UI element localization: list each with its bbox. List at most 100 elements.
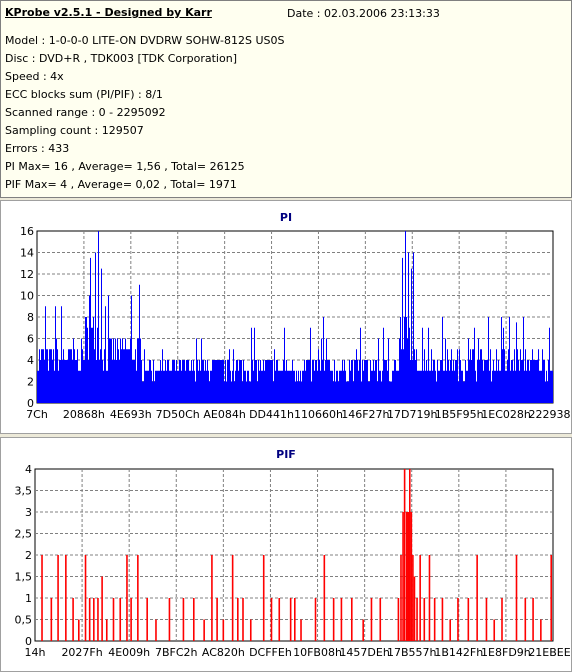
pi-bar bbox=[198, 370, 199, 403]
pi-bar bbox=[46, 349, 47, 403]
pi-bar bbox=[283, 360, 284, 403]
pi-bar bbox=[379, 370, 380, 403]
pi-bar bbox=[411, 268, 412, 403]
info-pi-stats: PI Max= 16 , Average= 1,56 , Total= 2612… bbox=[5, 160, 245, 173]
pi-bar bbox=[296, 370, 297, 403]
pi-bar bbox=[480, 349, 481, 403]
pi-bar bbox=[349, 360, 350, 403]
pi-bar bbox=[243, 360, 244, 403]
pif-bar bbox=[216, 598, 218, 641]
pi-bar bbox=[551, 370, 552, 403]
pi-bar bbox=[400, 317, 401, 403]
pif-bar bbox=[403, 469, 406, 641]
pif-bar bbox=[294, 598, 296, 641]
pi-bar bbox=[226, 381, 227, 403]
pi-bar bbox=[505, 370, 506, 403]
pi-bar bbox=[539, 370, 540, 403]
pi-bar bbox=[541, 370, 542, 403]
pi-bar bbox=[364, 360, 365, 403]
pi-bar bbox=[238, 370, 239, 403]
pi-bar bbox=[208, 370, 209, 403]
pif-bar bbox=[97, 598, 99, 641]
pi-bar bbox=[475, 370, 476, 403]
pif-bar bbox=[101, 576, 103, 641]
pi-bar bbox=[98, 231, 99, 403]
pi-bar bbox=[447, 349, 448, 403]
pi-bar bbox=[436, 381, 437, 403]
pif-bar bbox=[231, 555, 234, 641]
pi-bar bbox=[87, 327, 88, 403]
pi-bar bbox=[114, 360, 115, 403]
pi-bar bbox=[179, 360, 180, 403]
pi-bar bbox=[127, 349, 128, 403]
pi-bar bbox=[265, 360, 266, 403]
pi-bar bbox=[279, 370, 280, 403]
pi-bar bbox=[63, 349, 64, 403]
pif-chart-panel: PIF 0 0,5 1 1,5 2 2,5 3 3,5 4 14h 2027Fh 4E009h 7BFC… bbox=[0, 437, 572, 672]
pi-bar bbox=[527, 360, 528, 403]
pi-bar bbox=[329, 360, 330, 403]
pi-bar bbox=[188, 360, 189, 403]
pi-bar bbox=[245, 370, 246, 403]
pi-bar bbox=[215, 360, 216, 403]
pi-bar bbox=[384, 360, 385, 403]
pi-bar bbox=[156, 370, 157, 403]
pi-bar bbox=[137, 338, 138, 403]
pi-bar bbox=[459, 349, 460, 403]
pi-bar bbox=[108, 295, 109, 403]
pi-bar bbox=[74, 349, 75, 403]
pi-bar bbox=[493, 360, 494, 403]
pi-chart-panel: PI 0 2 4 6 8 10 12 14 16 7Ch 20868h 4E693h 7D50Ch AE0… bbox=[0, 200, 572, 434]
pi-bar bbox=[276, 360, 277, 403]
pif-x-tick-label: 10FB08h bbox=[293, 646, 342, 659]
pi-bar bbox=[548, 360, 549, 403]
pif-bar bbox=[449, 619, 451, 641]
pif-x-tick-label: 1457DEh bbox=[339, 646, 389, 659]
pi-y-tick-label: 8 bbox=[27, 311, 34, 324]
pi-bar bbox=[322, 360, 323, 403]
pi-bar bbox=[282, 370, 283, 403]
pi-bar bbox=[144, 349, 145, 403]
pi-bar bbox=[230, 370, 231, 403]
pi-bar bbox=[68, 349, 69, 403]
pi-bar bbox=[287, 370, 288, 403]
pi-bar bbox=[83, 360, 84, 403]
pif-bar bbox=[41, 555, 43, 641]
pi-bar bbox=[392, 370, 393, 403]
pi-bar bbox=[328, 360, 329, 403]
pi-bar bbox=[517, 349, 518, 403]
pi-bar bbox=[189, 370, 190, 403]
pi-bar bbox=[173, 360, 174, 403]
pi-bar bbox=[483, 370, 484, 403]
pi-bar bbox=[309, 360, 310, 403]
pif-bar bbox=[93, 598, 95, 641]
pi-bar bbox=[199, 360, 200, 403]
pi-bar bbox=[455, 360, 456, 403]
pi-bar bbox=[549, 327, 550, 403]
pi-bar bbox=[326, 338, 327, 403]
pi-bar bbox=[256, 360, 257, 403]
pi-bar bbox=[421, 370, 422, 403]
pi-bar bbox=[233, 349, 234, 403]
pi-bar bbox=[95, 252, 96, 403]
pi-bar bbox=[212, 360, 213, 403]
pi-bar bbox=[324, 370, 325, 403]
pif-x-tick-label: 2027Fh bbox=[61, 646, 102, 659]
pif-bar bbox=[428, 555, 431, 641]
pi-bar bbox=[72, 360, 73, 403]
pi-x-tick-label: 4E693h bbox=[110, 408, 152, 421]
pi-bar bbox=[132, 360, 133, 403]
pif-bar bbox=[423, 598, 426, 641]
pi-bar bbox=[513, 370, 514, 403]
pi-bar bbox=[369, 381, 370, 403]
pi-bar bbox=[76, 360, 77, 403]
pi-bar bbox=[304, 360, 305, 403]
pi-bar bbox=[261, 370, 262, 403]
pi-bar bbox=[401, 349, 402, 403]
pi-bar bbox=[485, 360, 486, 403]
pi-bar bbox=[352, 360, 353, 403]
pi-x-tick-label: 110660h bbox=[294, 408, 343, 421]
pi-bar bbox=[285, 370, 286, 403]
pi-bar bbox=[272, 360, 273, 403]
pi-bar bbox=[546, 370, 547, 403]
